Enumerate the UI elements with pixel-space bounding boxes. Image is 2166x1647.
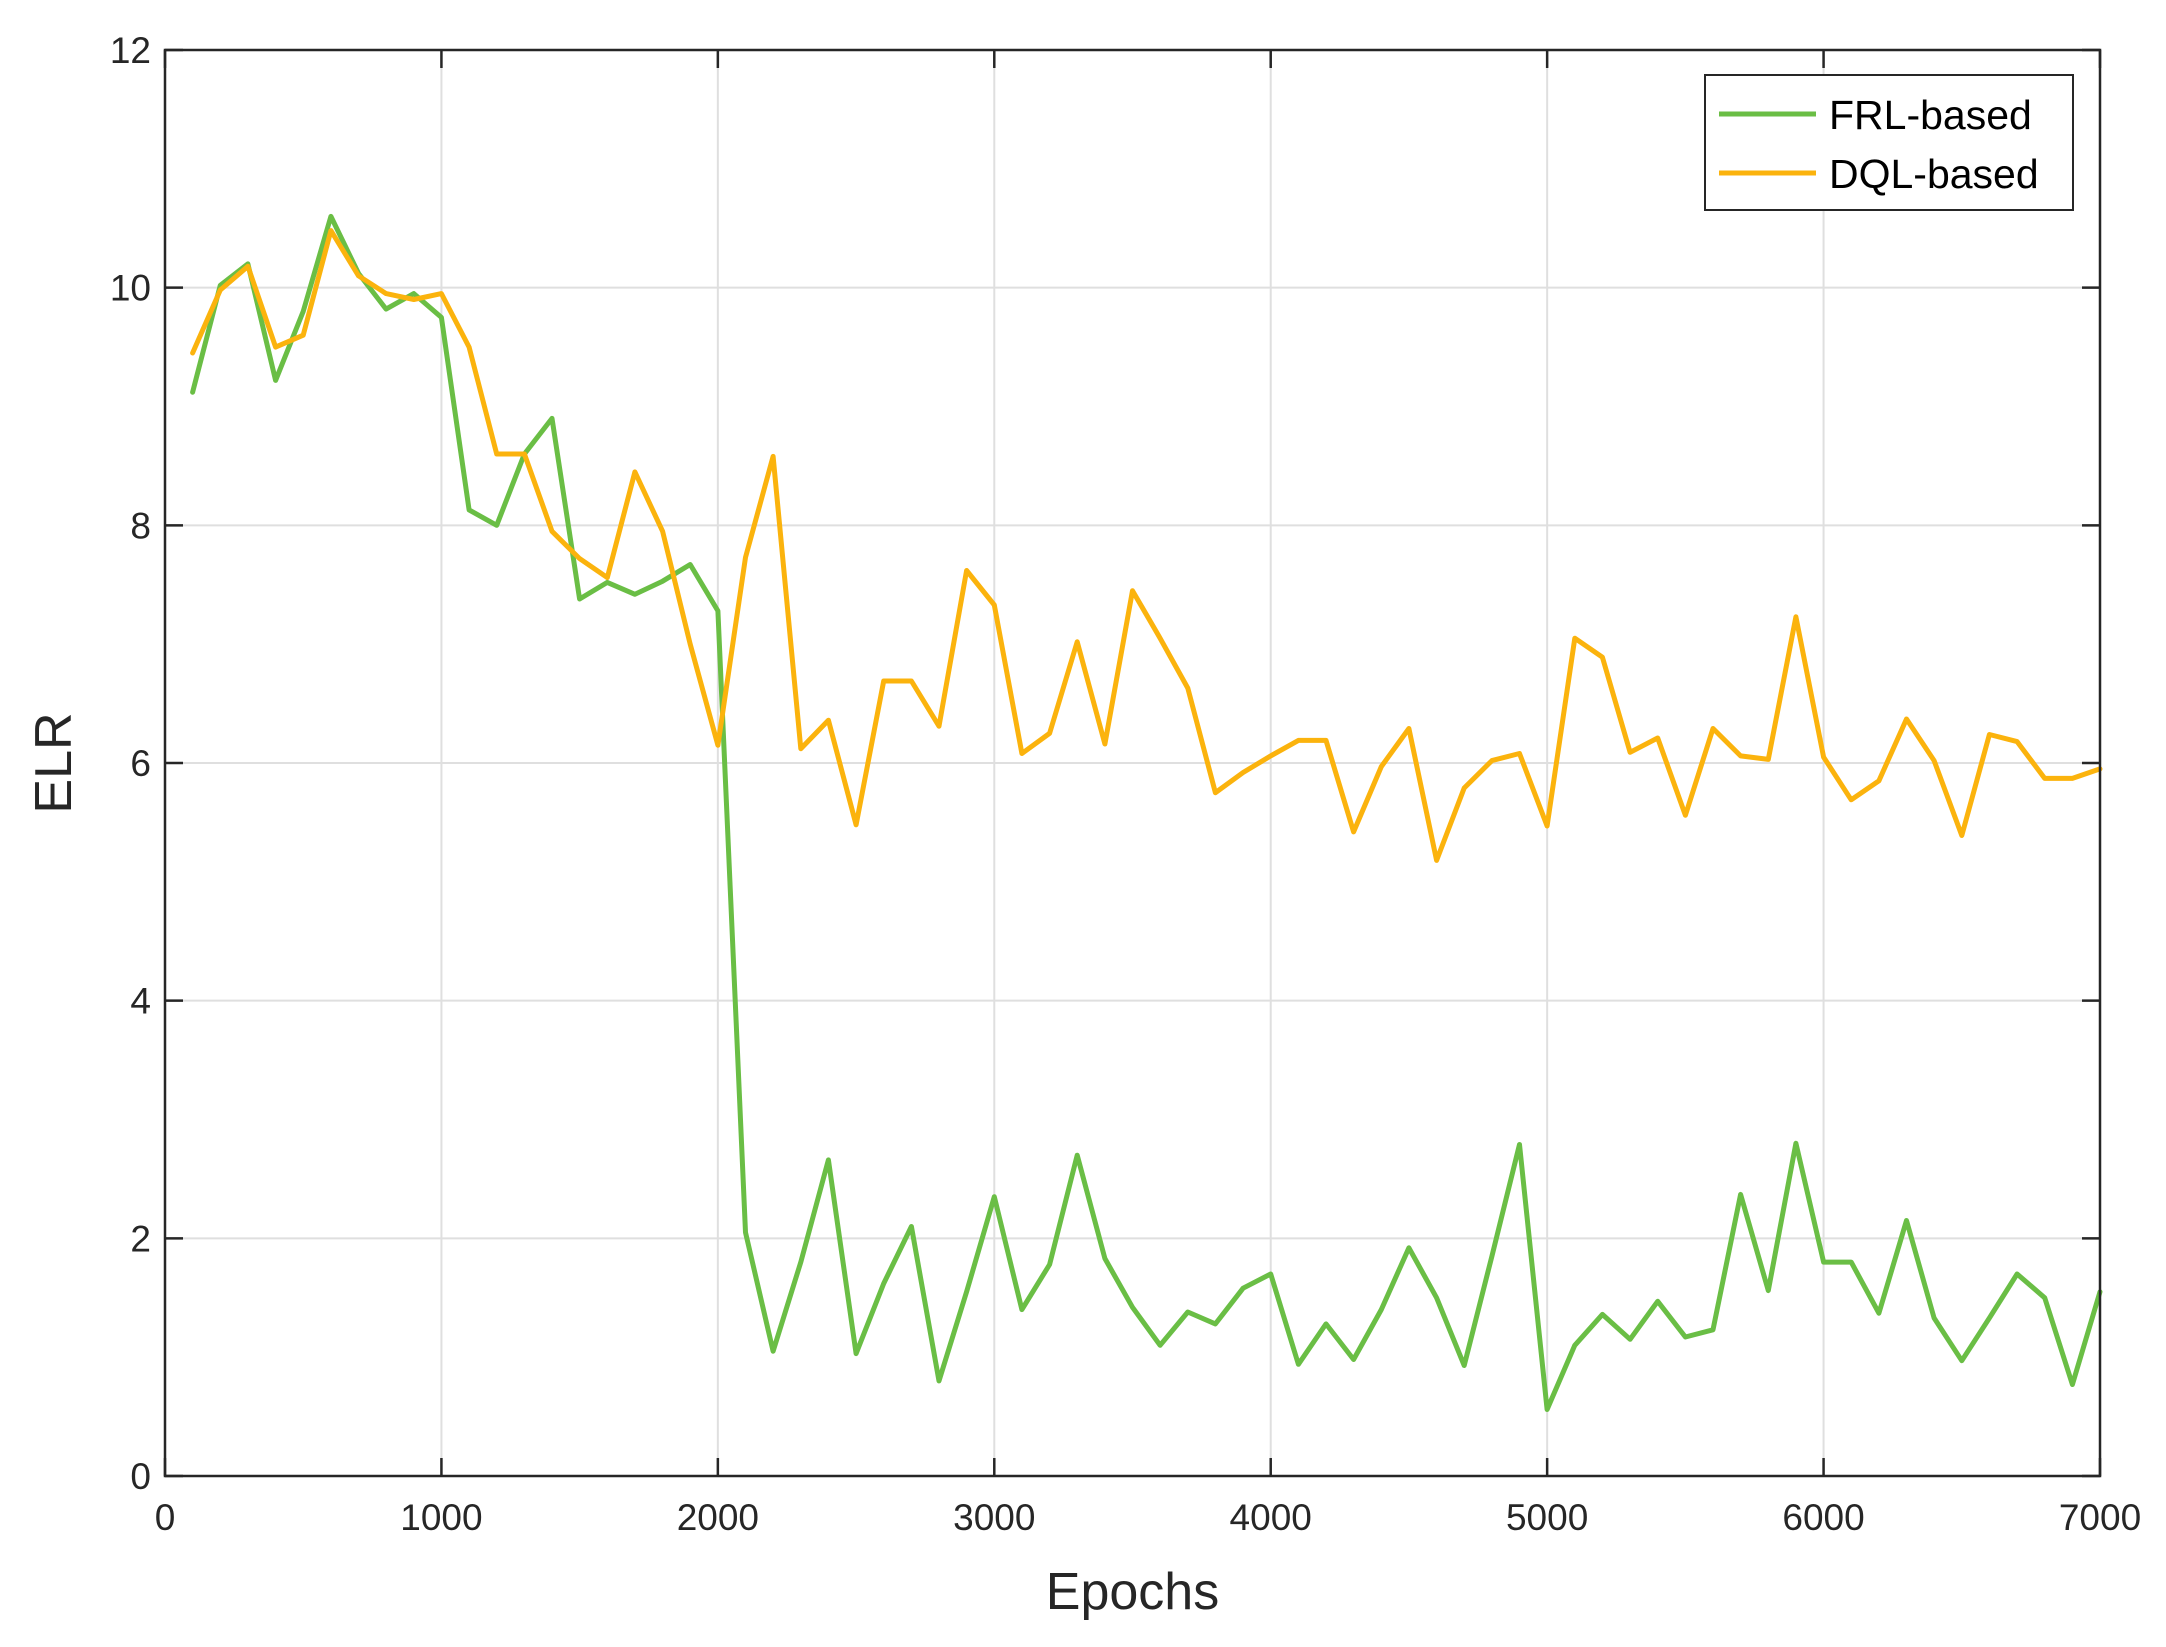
axis-ticks: 0 1000 2000 3000 4000 5000 6000 7000 0 2 4 6 8 10 12 xyxy=(110,30,2141,1538)
y-tick-label: 6 xyxy=(130,743,151,784)
y-tick-label: 4 xyxy=(130,981,151,1022)
y-axis-title: ELR xyxy=(25,712,83,813)
x-tick-label: 3000 xyxy=(953,1497,1035,1538)
legend-box xyxy=(1704,74,2074,211)
x-tick-label: 2000 xyxy=(677,1497,759,1538)
x-tick-label: 1000 xyxy=(400,1497,482,1538)
y-tick-label: 2 xyxy=(130,1218,151,1259)
x-tick-label: 0 xyxy=(155,1497,176,1538)
x-tick-label: 5000 xyxy=(1506,1497,1588,1538)
y-tick-label: 8 xyxy=(130,505,151,546)
x-tick-label: 7000 xyxy=(2059,1497,2141,1538)
legend: FRL-based DQL-based xyxy=(1704,74,2074,211)
x-tick-label: 6000 xyxy=(1782,1497,1864,1538)
x-tick-label: 4000 xyxy=(1230,1497,1312,1538)
series-line-0 xyxy=(190,213,2103,1412)
legend-label: DQL-based xyxy=(1829,151,2039,197)
y-tick-label: 0 xyxy=(130,1456,151,1497)
legend-label: FRL-based xyxy=(1829,92,2032,138)
x-axis-title: Epochs xyxy=(1046,1563,1219,1621)
series-layer xyxy=(190,213,2103,1412)
y-tick-label: 12 xyxy=(110,30,151,71)
series-line-1 xyxy=(190,228,2103,863)
y-tick-label: 10 xyxy=(110,268,151,309)
